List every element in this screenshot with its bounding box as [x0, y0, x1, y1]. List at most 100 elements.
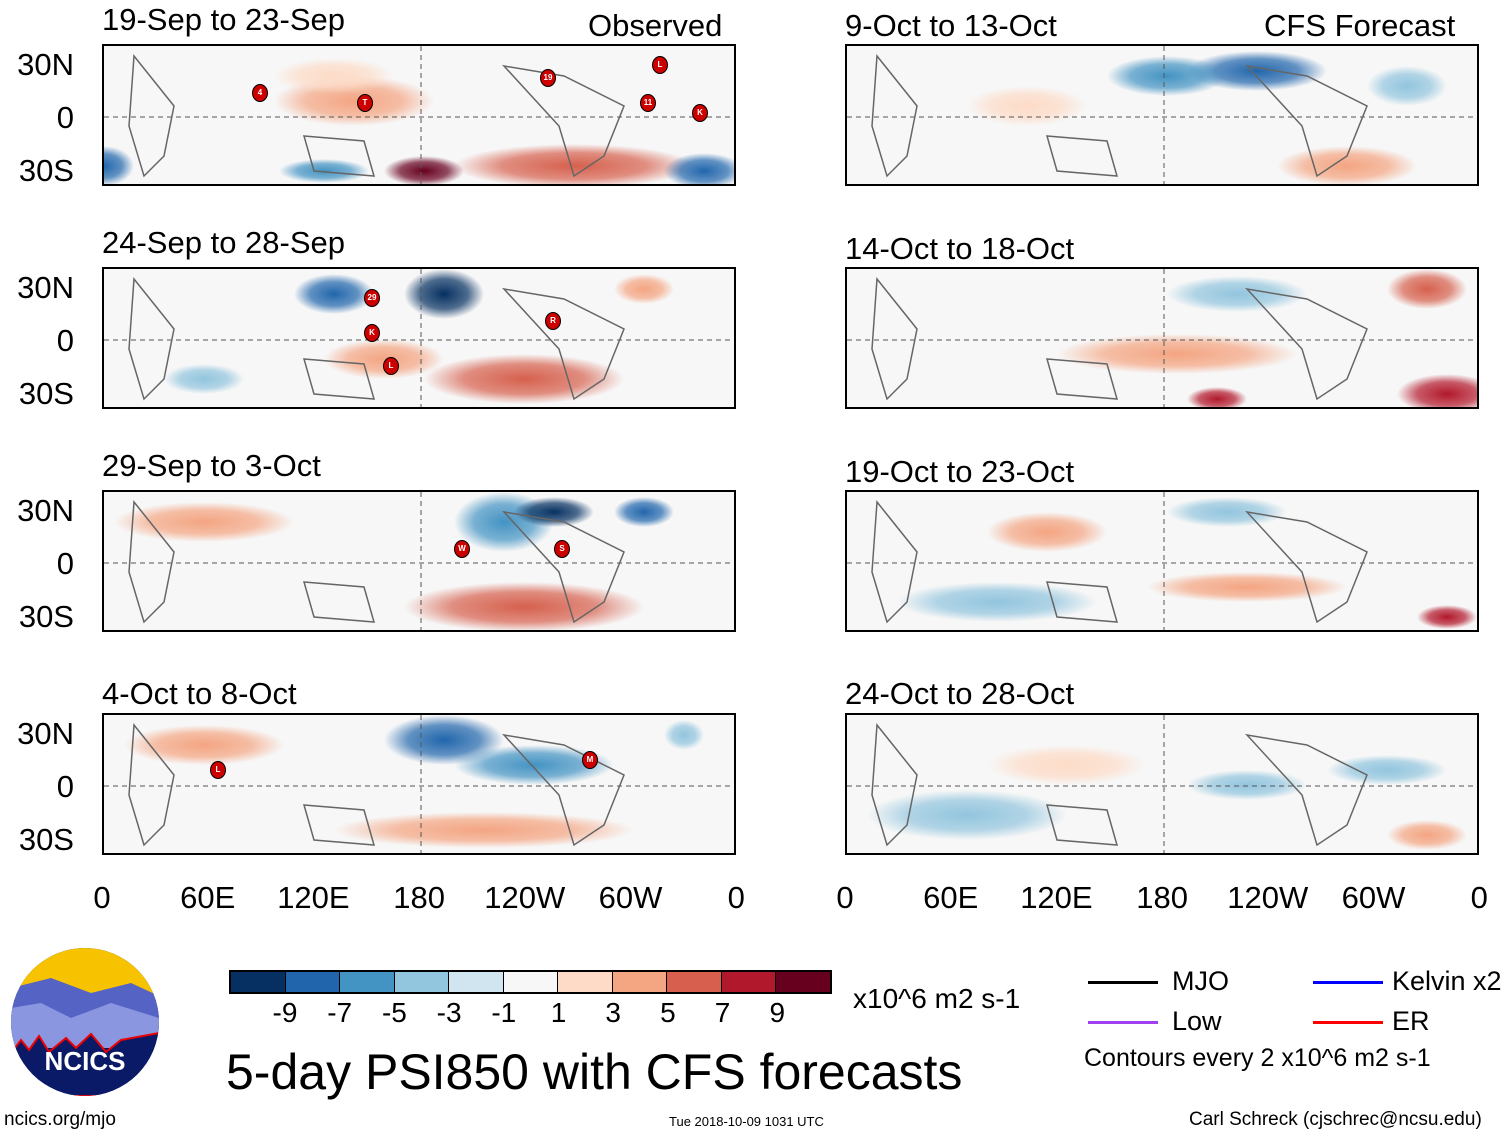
psi850-map-panel: [845, 44, 1479, 186]
anomaly-shading: [384, 156, 464, 184]
anomaly-shading: [1167, 497, 1287, 527]
anomaly-shading: [104, 146, 134, 184]
colorbar-units: x10^6 m2 s-1: [853, 983, 1021, 1014]
colorbar-swatch: [667, 972, 722, 992]
coastlines: [871, 54, 1368, 178]
anomaly-shading: [454, 745, 614, 785]
anomaly-shading: [404, 269, 484, 319]
tropical-cyclone-icon: R: [545, 312, 561, 330]
anomaly-shading: [424, 354, 624, 404]
anomaly-shading: [454, 144, 694, 184]
panel-title: 9-Oct to 13-Oct: [845, 8, 1057, 43]
psi850-map-panel: [845, 490, 1479, 632]
anomaly-shading: [274, 58, 394, 94]
anomaly-shading: [1277, 146, 1417, 184]
logo-text: NCICS: [44, 1046, 126, 1076]
colorbar-label: -9: [272, 997, 298, 1028]
low-line-icon: [1088, 1021, 1158, 1024]
coastlines: [128, 500, 625, 624]
coastlines: [871, 723, 1368, 847]
y-tick-label: 30N: [17, 493, 74, 528]
colorbar-swatch: [231, 972, 286, 992]
tropical-cyclone-icon: 11: [640, 94, 656, 112]
colorbar-label: 1: [550, 997, 567, 1028]
anomaly-shading: [1387, 269, 1467, 309]
anomaly-shading: [867, 790, 1067, 840]
y-tick-label: 30S: [18, 599, 74, 634]
x-tick-label: 0: [93, 880, 111, 915]
anomaly-shading: [164, 364, 244, 394]
colorbar-swatch: [449, 972, 504, 992]
x-tick-label: 120E: [277, 880, 350, 915]
observed-header: Observed: [588, 8, 723, 43]
x-tick-label: 120W: [484, 880, 566, 915]
anomaly-shading: [1147, 572, 1347, 602]
legend-mjo: MJO: [1172, 966, 1229, 996]
mjo-line-icon: [1088, 981, 1158, 984]
contour-note: Contours every 2 x10^6 m2 s-1: [1084, 1044, 1431, 1072]
colorbar-label: 5: [660, 997, 676, 1028]
tropical-cyclone-icon: M: [582, 751, 598, 769]
tropical-cyclone-icon: L: [210, 761, 226, 779]
colorbar-swatch: [503, 972, 558, 992]
x-tick-label: 60E: [923, 880, 979, 915]
colorbar-swatch: [394, 972, 449, 992]
anomaly-shading: [1187, 387, 1247, 407]
panel-title: 29-Sep to 3-Oct: [102, 448, 321, 483]
coastlines: [128, 723, 625, 847]
colorbar-swatch: [776, 972, 830, 992]
colorbar-label: 3: [605, 997, 621, 1028]
anomaly-shading: [279, 159, 369, 183]
x-tick-label: 120W: [1227, 880, 1309, 915]
legend-low: Low: [1172, 1006, 1222, 1036]
x-tick-label: 60E: [180, 880, 236, 915]
logo-mountains-icon: [11, 948, 159, 1096]
forecast-header: CFS Forecast: [1264, 8, 1456, 43]
tropical-cyclone-icon: K: [364, 324, 380, 342]
tropical-cyclone-icon: L: [383, 357, 399, 375]
colorbar-swatch: [558, 972, 613, 992]
anomaly-shading: [324, 339, 444, 379]
psi850-map-panel: [102, 713, 736, 855]
panel-title: 24-Oct to 28-Oct: [845, 676, 1075, 711]
anomaly-shading: [404, 582, 644, 630]
anomaly-shading: [897, 582, 1097, 622]
colorbar-swatch: [612, 972, 667, 992]
y-tick-label: 0: [56, 769, 74, 804]
anomaly-shading: [124, 725, 284, 765]
footer-url[interactable]: ncics.org/mjo: [4, 1109, 116, 1130]
x-tick-label: 0: [1470, 880, 1488, 915]
anomaly-shading: [614, 497, 674, 527]
er-line-icon: [1313, 1021, 1383, 1024]
tropical-cyclone-icon: L: [652, 56, 668, 74]
anomaly-shading: [514, 497, 594, 527]
anomaly-shading: [1327, 755, 1447, 785]
tropical-cyclone-icon: 29: [364, 289, 380, 307]
anomaly-shading: [664, 153, 734, 184]
y-tick-label: 30S: [18, 822, 74, 857]
y-tick-label: 30N: [17, 270, 74, 305]
x-tick-label: 180: [393, 880, 445, 915]
anomaly-shading: [1367, 66, 1447, 106]
x-tick-label: 120E: [1020, 880, 1093, 915]
tropical-cyclone-icon: T: [357, 94, 373, 112]
y-tick-label: 0: [56, 100, 74, 135]
colorbar-swatch: [285, 972, 340, 992]
tropical-cyclone-icon: 19: [540, 69, 556, 87]
coastlines: [128, 54, 625, 178]
anomaly-shading: [967, 86, 1087, 126]
tropical-cyclone-icon: K: [692, 104, 708, 122]
figure-title: 5-day PSI850 with CFS forecasts: [226, 1044, 963, 1100]
anomaly-shading: [1167, 276, 1307, 312]
tropical-cyclone-icon: S: [554, 540, 570, 558]
anomaly-shading: [294, 274, 374, 314]
coastlines: [128, 277, 625, 401]
anomaly-shading: [1387, 820, 1467, 850]
x-tick-label: 180: [1136, 880, 1188, 915]
footer-author: Carl Schreck (cjschrec@ncsu.edu): [1189, 1109, 1482, 1130]
legend-er: ER: [1392, 1006, 1430, 1036]
colorbar: [229, 970, 832, 994]
anomaly-shading: [1107, 56, 1227, 96]
psi850-map-panel: [845, 713, 1479, 855]
colorbar-label: 9: [769, 997, 786, 1028]
